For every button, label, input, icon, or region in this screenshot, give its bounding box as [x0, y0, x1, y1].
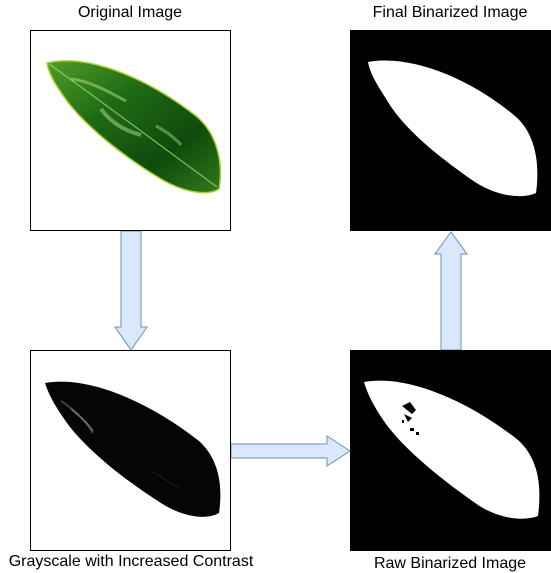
grayscale-leaf-image [45, 381, 221, 517]
original-leaf-image [46, 60, 222, 194]
original-image-panel [30, 30, 231, 231]
final-binarized-image-title: Final Binarized Image [372, 4, 528, 21]
grayscale-image-title: Grayscale with Increased Contrast [8, 553, 254, 570]
raw-binarized-image-panel [350, 350, 551, 551]
arrow-up-icon [434, 231, 468, 351]
raw-binary-leaf-image [364, 380, 540, 519]
arrow-down-icon [114, 231, 148, 351]
raw-binarized-image-title: Raw Binarized Image [373, 555, 527, 572]
final-binarized-image-panel [350, 30, 551, 231]
arrow-right-icon [231, 435, 351, 467]
final-binary-leaf-image [368, 60, 538, 197]
grayscale-image-panel [30, 350, 231, 551]
original-image-title: Original Image [77, 4, 183, 21]
